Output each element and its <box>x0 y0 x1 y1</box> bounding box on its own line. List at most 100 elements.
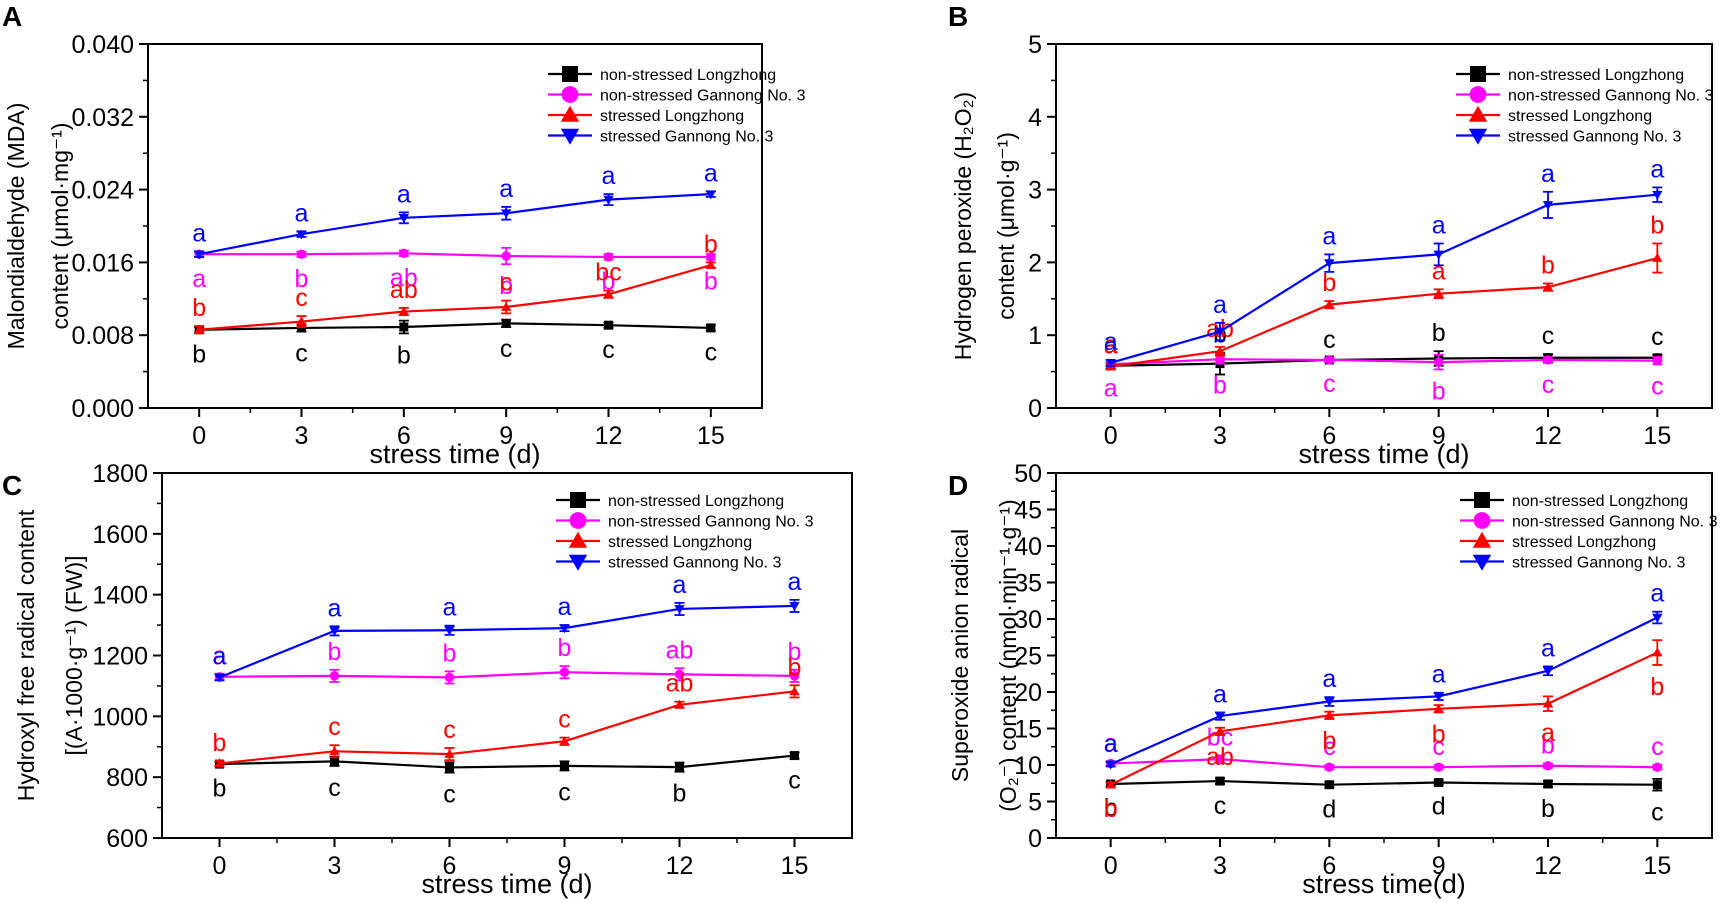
series-line <box>219 671 795 679</box>
data-point <box>193 250 205 260</box>
data-point <box>674 699 685 709</box>
y-tick-label: 4 <box>1028 104 1042 132</box>
significance-letter: a <box>1104 729 1118 757</box>
data-point <box>1214 346 1226 356</box>
significance-letter: c <box>1651 323 1664 351</box>
y-axis-label-line-1: Hydrogen peroxide (H₂O₂) <box>950 92 976 360</box>
significance-letter: b <box>1213 372 1227 400</box>
series-stressed-longzhong: aabbabb <box>1104 211 1664 371</box>
x-tick-label: 12 <box>1534 422 1562 450</box>
significance-letter: b <box>192 340 206 368</box>
data-point <box>1543 761 1553 771</box>
series-line <box>198 193 711 256</box>
y-tick-label: 800 <box>106 764 148 792</box>
significance-letter: c <box>558 778 571 806</box>
data-point <box>444 748 455 758</box>
significance-letter: c <box>1323 733 1336 761</box>
y-tick-label: 40 <box>1014 533 1042 561</box>
x-tick-label: 9 <box>499 422 513 450</box>
significance-letter: a <box>1650 155 1664 183</box>
series-line <box>199 322 711 331</box>
data-point <box>1542 281 1554 291</box>
data-point <box>1324 355 1335 365</box>
x-axis-label: stress time (d) <box>1298 439 1469 469</box>
significance-letter: a <box>328 594 342 622</box>
data-point <box>214 758 225 768</box>
significance-letter: b <box>704 230 718 258</box>
y-axis-label-line-1: Superoxide anion radical <box>947 529 973 782</box>
significance-letter: a <box>295 199 309 227</box>
legend-marker <box>1470 66 1486 82</box>
data-point <box>500 301 512 311</box>
data-point <box>399 322 409 332</box>
significance-letter: a <box>192 219 206 247</box>
data-point <box>1214 327 1226 337</box>
significance-letter: c <box>1323 326 1336 354</box>
data-point <box>705 259 717 269</box>
x-tick-label: 0 <box>192 422 206 450</box>
data-point <box>1214 726 1226 736</box>
x-tick-label: 15 <box>1643 852 1671 880</box>
data-point <box>1543 779 1553 789</box>
significance-letter: d <box>1322 796 1336 824</box>
significance-letter: b <box>328 638 342 666</box>
legend: non-stressed Longzhong non-stressed Ganno… <box>1456 66 1714 146</box>
significance-letter: a <box>1104 375 1118 403</box>
series-stressed-gannong-no-3: a a a a a a <box>213 568 802 683</box>
data-point <box>329 627 340 637</box>
data-point <box>329 746 340 756</box>
data-point <box>559 736 570 746</box>
legend-label: non-stressed Gannong No. 3 <box>600 88 806 105</box>
y-tick-label: 3 <box>1028 177 1042 205</box>
significance-letter: a <box>673 571 687 599</box>
legend-label: non-stressed Longzhong <box>1508 67 1684 84</box>
series-line <box>219 754 795 769</box>
significance-letter: b <box>788 653 802 681</box>
data-point <box>789 671 800 681</box>
significance-letter: ab <box>390 276 418 304</box>
data-point <box>1542 667 1554 677</box>
y-tick-label: 0.032 <box>71 104 134 132</box>
y-tick-label: 1600 <box>92 521 148 549</box>
data-point <box>559 624 570 634</box>
series-line <box>1110 779 1658 786</box>
significance-letter: c <box>1651 799 1664 827</box>
series-line <box>219 604 795 679</box>
significance-letter: a <box>1104 328 1118 356</box>
x-tick-label: 15 <box>781 852 809 880</box>
data-point <box>1214 712 1226 722</box>
y-tick-label: 600 <box>106 825 148 853</box>
significance-letter: c <box>328 713 341 741</box>
series-line <box>1110 358 1658 366</box>
significance-letter: a <box>213 642 227 670</box>
significance-letter: b <box>704 268 718 296</box>
legend-marker <box>1468 128 1488 145</box>
legend-label: non-stressed Longzhong <box>1512 493 1688 510</box>
significance-letter: a <box>499 175 513 203</box>
legend-marker <box>568 531 588 548</box>
data-point <box>603 289 614 299</box>
y-tick-label: 1800 <box>92 460 148 488</box>
series-line <box>1110 758 1658 769</box>
data-point <box>214 673 225 683</box>
y-tick-label: 0.000 <box>71 395 134 423</box>
legend-marker <box>562 66 578 82</box>
panel-letter: A <box>2 1 22 32</box>
data-point <box>1324 780 1334 790</box>
y-tick-label: 1000 <box>92 703 148 731</box>
data-point <box>398 213 410 223</box>
significance-letter: b <box>1541 795 1555 823</box>
legend-marker <box>1472 531 1492 548</box>
y-tick-label: 25 <box>1014 643 1042 671</box>
legend-label: stressed Gannong No. 3 <box>1512 555 1686 572</box>
x-tick-label: 6 <box>397 422 411 450</box>
significance-letter: b <box>1322 727 1336 755</box>
data-point <box>1434 778 1444 788</box>
significance-letter: a <box>1104 331 1118 359</box>
legend-label: stressed Longzhong <box>1512 534 1656 551</box>
significance-letter: a <box>443 594 457 622</box>
y-tick-label: 0 <box>1028 825 1042 853</box>
y-axis-label-line-1: Hydroxyl free radical content <box>13 509 39 801</box>
significance-letter: c <box>558 706 571 734</box>
